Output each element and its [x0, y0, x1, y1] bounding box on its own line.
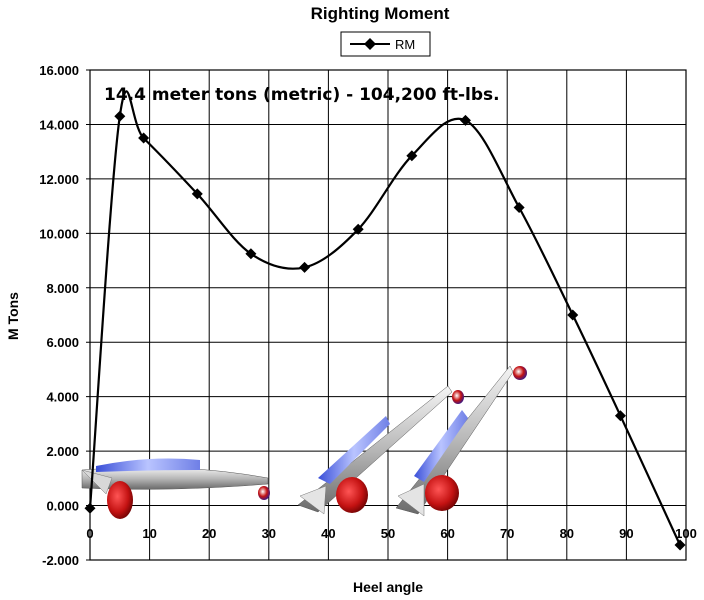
y-axis-title: M Tons: [5, 292, 21, 340]
data-point-rm: [352, 223, 364, 235]
x-tick-label: 90: [619, 526, 633, 541]
x-tick-label: 40: [321, 526, 335, 541]
y-tick-label: 2.000: [46, 444, 79, 459]
y-tick-labels: -2.000 0.000 2.000 4.000 6.000 8.000 10.000 12.…: [39, 63, 79, 568]
x-tick-label: 30: [262, 526, 276, 541]
x-tick-label: 100: [675, 526, 697, 541]
x-axis-title: Heel angle: [353, 579, 423, 595]
y-tick-label: 6.000: [46, 335, 79, 350]
keel-bulb-shape: [107, 481, 133, 519]
x-tick-label: 70: [500, 526, 514, 541]
data-point-rm: [567, 309, 579, 321]
hull-illustration-heel-45: [297, 385, 464, 515]
y-tick-label: 4.000: [46, 390, 79, 405]
data-point-rm: [614, 410, 626, 422]
x-tick-label: 50: [381, 526, 395, 541]
series-points-rm: [84, 110, 686, 551]
x-tick-label: 80: [560, 526, 574, 541]
y-tick-label: 12.000: [39, 172, 79, 187]
legend: RM: [340, 31, 431, 57]
data-point-rm: [191, 188, 203, 200]
data-point-rm: [245, 248, 257, 260]
data-point-rm: [114, 110, 126, 122]
chart-title: Righting Moment: [311, 4, 450, 23]
data-point-rm: [406, 150, 418, 162]
data-point-rm: [459, 114, 471, 126]
data-point-rm: [138, 132, 150, 144]
y-tick-label: 16.000: [39, 63, 79, 78]
y-tick-label: 14.000: [39, 117, 79, 132]
data-point-rm: [84, 502, 96, 514]
data-point-rm: [513, 201, 525, 213]
chart-annotation: 14.4 meter tons (metric) - 104,200 ft-lb…: [104, 85, 500, 105]
hull-illustration-heel-60: [395, 365, 527, 517]
x-tick-label: 10: [142, 526, 156, 541]
hull-illustration-heel-0: [81, 458, 270, 519]
x-tick-label: 60: [440, 526, 454, 541]
data-point-rm: [674, 539, 686, 551]
x-tick-label: 20: [202, 526, 216, 541]
y-tick-label: -2.000: [42, 553, 79, 568]
y-tick-label: 0.000: [46, 499, 79, 514]
y-tick-label: 10.000: [39, 226, 79, 241]
x-tick-labels: 0 10 20 30 40 50 60 70 80 90 100: [86, 526, 696, 541]
data-point-rm: [299, 261, 311, 273]
y-tick-label: 8.000: [46, 281, 79, 296]
x-tick-label: 0: [86, 526, 93, 541]
legend-entry-rm: RM: [395, 37, 415, 52]
legend-marker-diamond: [364, 38, 376, 50]
